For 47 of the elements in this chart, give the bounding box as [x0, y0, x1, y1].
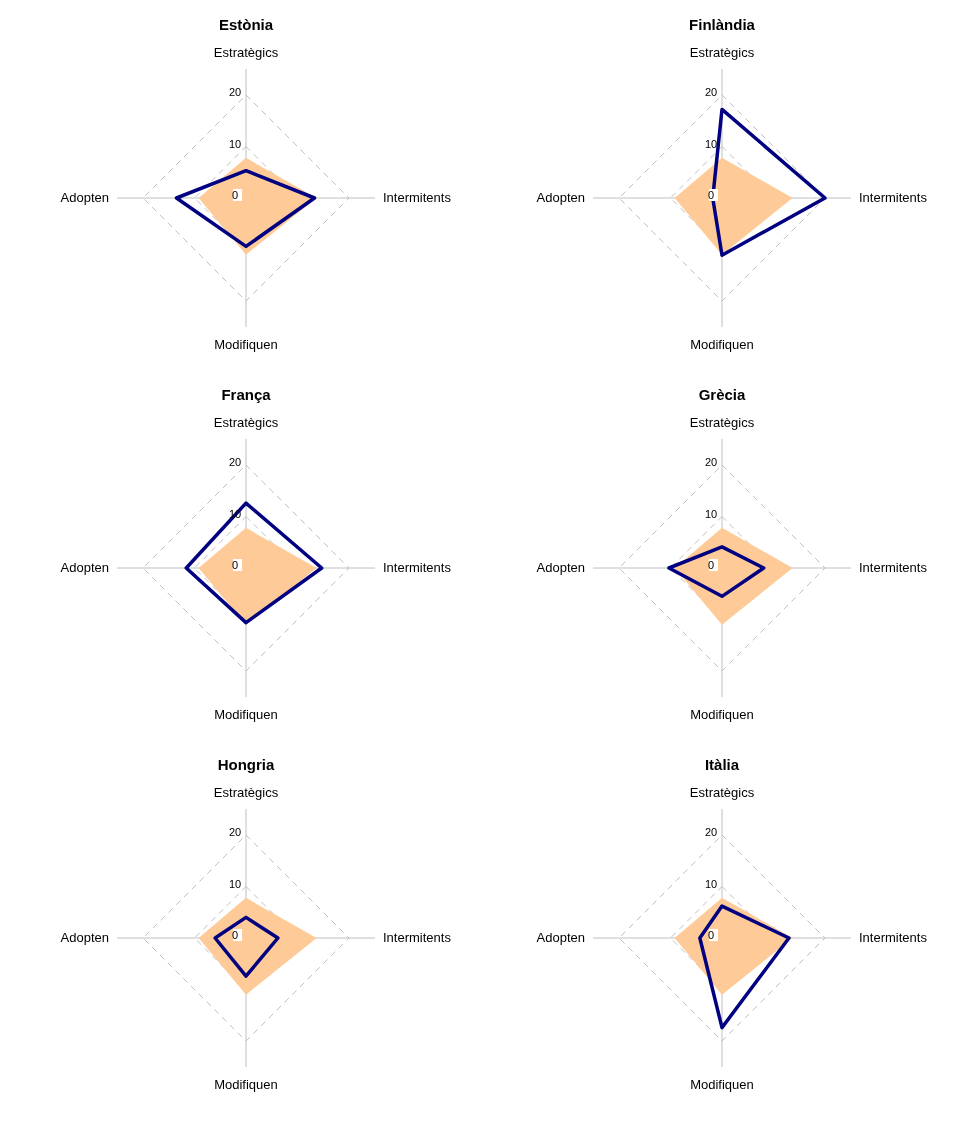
spoke-label: Estratègics	[213, 785, 279, 800]
y-tick-label: 0	[231, 929, 239, 941]
spoke-label: Adopten	[536, 560, 585, 575]
y-tick-label: 20	[704, 826, 718, 838]
y-tick-label: 10	[228, 137, 242, 150]
spoke-label: Modifiquen	[214, 707, 278, 722]
y-tick-label: 20	[704, 456, 718, 468]
spoke-label: Intermitents	[383, 560, 452, 575]
spoke-label: Adopten	[60, 560, 109, 575]
spoke-label: Intermitents	[859, 190, 928, 205]
spoke-label: Modifiquen	[214, 1077, 278, 1092]
chart-title: Finlàndia	[689, 16, 756, 33]
y-tick-label: 10	[704, 507, 718, 520]
y-tick-label: 0	[707, 929, 715, 941]
spoke-label: Intermitents	[383, 190, 452, 205]
chart-title: Estònia	[218, 16, 274, 33]
spoke-label: Modifiquen	[690, 1077, 754, 1092]
y-tick-label: 20	[228, 86, 242, 98]
spoke-label: Modifiquen	[690, 707, 754, 722]
chart-title: Itàlia	[704, 756, 740, 773]
spoke-label: Intermitents	[383, 930, 452, 945]
chart-title: Hongria	[217, 756, 275, 773]
spoke-label: Intermitents	[859, 560, 928, 575]
y-tick-label: 10	[704, 137, 718, 150]
spoke-label: Modifiquen	[690, 337, 754, 352]
y-tick-label: 10	[228, 877, 242, 890]
spoke-label: Modifiquen	[214, 337, 278, 352]
spoke-label: Estratègics	[213, 45, 279, 60]
chart-title: França	[221, 386, 272, 403]
y-tick-label: 10	[704, 877, 718, 890]
spoke-label: Intermitents	[859, 930, 928, 945]
chart-title: Grècia	[698, 386, 747, 403]
y-tick-label: 0	[707, 559, 715, 571]
spoke-label: Adopten	[536, 930, 585, 945]
y-tick-label: 20	[228, 456, 242, 468]
spoke-label: Estratègics	[689, 45, 755, 60]
y-tick-label: 0	[231, 189, 239, 201]
spoke-label: Estratègics	[213, 415, 279, 430]
y-tick-label: 0	[707, 189, 715, 201]
y-tick-label: 20	[228, 826, 242, 838]
spoke-label: Estratègics	[689, 785, 755, 800]
y-tick-label: 0	[231, 559, 239, 571]
spoke-label: Estratègics	[689, 415, 755, 430]
spoke-label: Adopten	[536, 190, 585, 205]
y-tick-label: 20	[704, 86, 718, 98]
spoke-label: Adopten	[60, 930, 109, 945]
spoke-label: Adopten	[60, 190, 109, 205]
